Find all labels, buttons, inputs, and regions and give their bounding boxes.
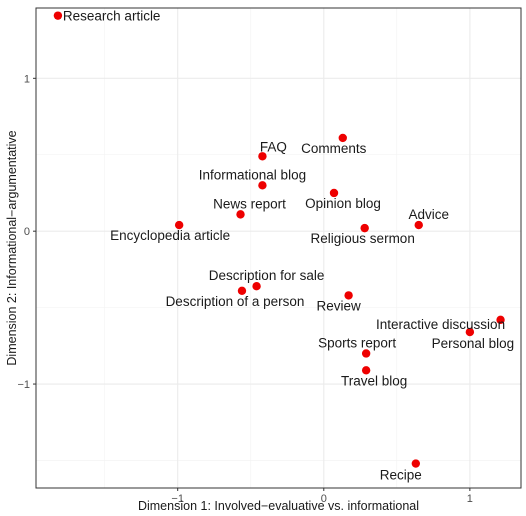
point-label: FAQ: [260, 139, 287, 154]
point-label: Religious sermon: [311, 231, 415, 246]
x-tick-label: 1: [467, 493, 473, 505]
data-point: [237, 286, 247, 296]
y-axis-title: Dimension 2: Informational−argumentative: [5, 130, 19, 365]
data-point: [465, 327, 475, 337]
data-point: [411, 459, 421, 468]
x-tick-label: −1: [171, 493, 184, 505]
y-tick-label: 1: [24, 73, 30, 85]
point-label: Comments: [301, 141, 367, 156]
point-labels: Research article FAQ Comments Informational…: [63, 9, 514, 483]
data-point: [414, 220, 423, 230]
x-tick-label: 0: [321, 493, 327, 505]
point-label: News report: [213, 196, 286, 211]
point-label: Description of a person: [166, 294, 305, 309]
data-point: [252, 282, 261, 291]
axis-ticks: −1 0 1 −1 0 1: [17, 73, 472, 505]
data-point: [361, 349, 371, 358]
data-point: [496, 315, 505, 325]
point-label: Research article: [63, 9, 161, 24]
data-point: [258, 181, 267, 190]
point-label: Interactive discussion: [376, 317, 505, 332]
y-tick-label: −1: [17, 379, 30, 391]
data-point: [344, 291, 353, 300]
point-label: Recipe: [380, 468, 422, 483]
y-tick-label: 0: [24, 226, 30, 238]
point-label: Informational blog: [199, 167, 306, 182]
point-label: Encyclopedia article: [110, 228, 230, 243]
point-label: Travel blog: [341, 373, 407, 388]
data-point: [174, 220, 184, 230]
data-point: [53, 11, 63, 20]
point-label: Opinion blog: [305, 196, 381, 211]
data-point: [338, 133, 347, 143]
data-point: [258, 152, 267, 161]
point-label: Sports report: [318, 335, 396, 350]
point-label: Review: [316, 298, 361, 313]
data-point: [361, 366, 371, 375]
data-point: [236, 210, 245, 219]
data-points: [53, 11, 505, 468]
grid: [36, 8, 521, 488]
x-axis-title: Dimension 1: Involved−evaluative vs. inf…: [138, 499, 419, 513]
data-point: [329, 188, 339, 198]
point-label: Advice: [408, 207, 449, 222]
point-label: Description for sale: [209, 268, 325, 283]
panel-border: [35, 7, 522, 489]
point-label: Personal blog: [432, 336, 515, 351]
data-point: [360, 223, 369, 233]
